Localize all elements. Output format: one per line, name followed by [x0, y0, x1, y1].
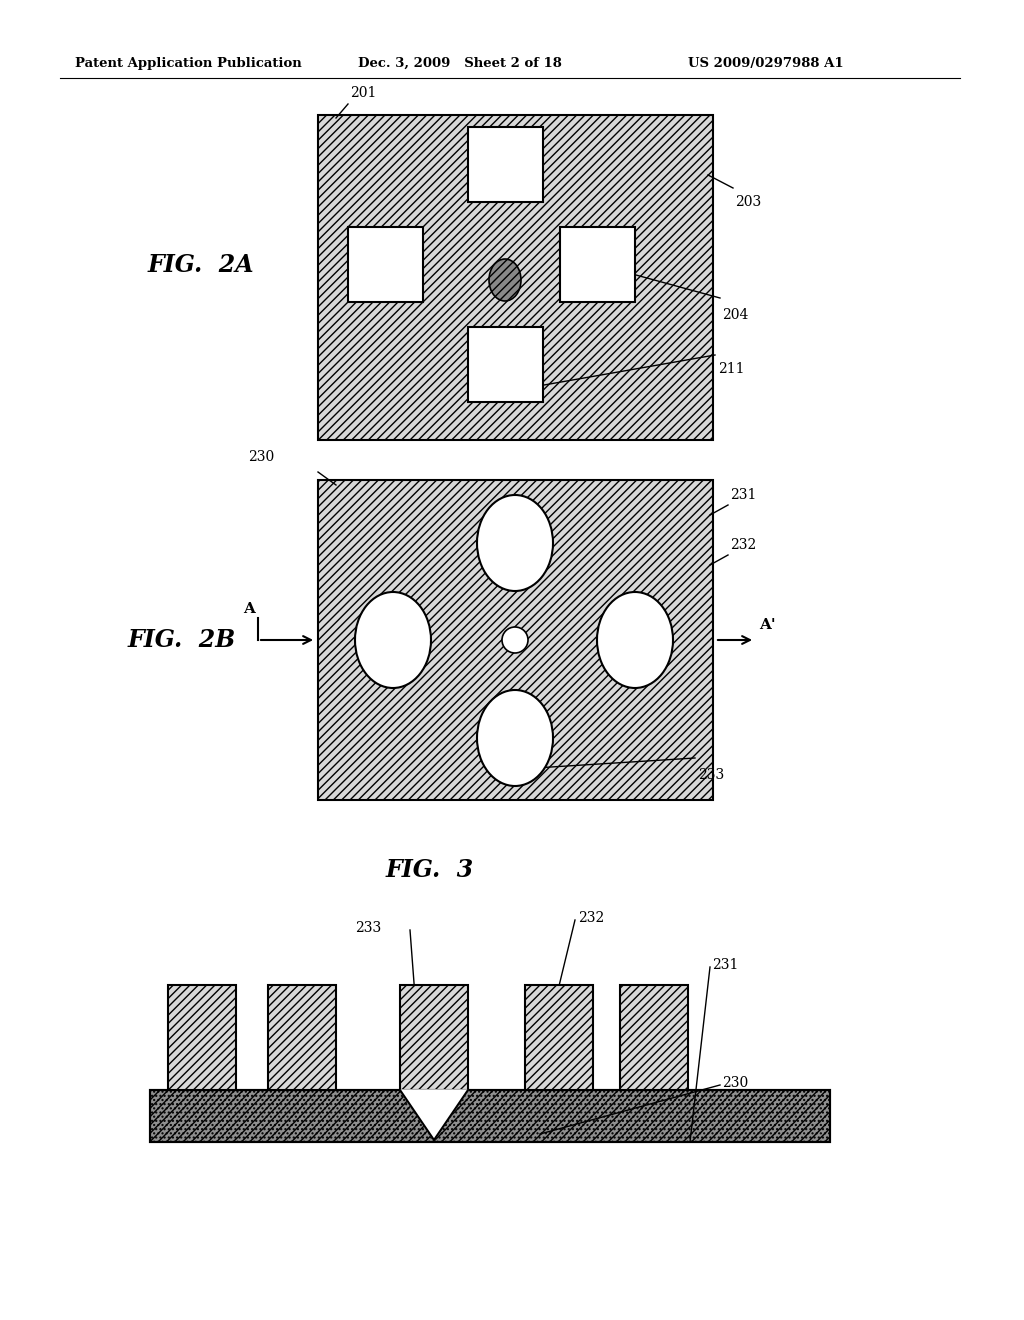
Bar [150, 1090, 830, 1142]
Ellipse shape [477, 690, 553, 785]
Polygon shape [400, 1090, 468, 1140]
Text: 230: 230 [722, 1076, 749, 1090]
Text: Dec. 3, 2009   Sheet 2 of 18: Dec. 3, 2009 Sheet 2 of 18 [358, 57, 562, 70]
Bar [268, 985, 336, 1090]
Bar [318, 115, 713, 440]
Circle shape [502, 627, 528, 653]
Text: 232: 232 [730, 539, 757, 552]
Bar [400, 985, 468, 1090]
Text: 232: 232 [578, 911, 604, 925]
Bar [318, 480, 713, 800]
Text: 203: 203 [735, 195, 761, 209]
Ellipse shape [477, 495, 553, 591]
Bar [468, 327, 543, 403]
Text: Patent Application Publication: Patent Application Publication [75, 57, 302, 70]
Bar [150, 1090, 830, 1142]
Text: A: A [243, 602, 255, 616]
Text: 231: 231 [730, 488, 757, 502]
Bar [560, 227, 635, 302]
Text: 204: 204 [722, 308, 749, 322]
Text: 201: 201 [350, 86, 377, 100]
Text: 233: 233 [355, 921, 381, 935]
Text: 230: 230 [248, 450, 274, 465]
Text: FIG.  2B: FIG. 2B [128, 628, 237, 652]
Bar [620, 985, 688, 1090]
Text: 231: 231 [712, 958, 738, 972]
Ellipse shape [489, 259, 521, 301]
Ellipse shape [597, 591, 673, 688]
Bar [525, 985, 593, 1090]
Text: FIG.  2A: FIG. 2A [148, 253, 255, 277]
Text: US 2009/0297988 A1: US 2009/0297988 A1 [688, 57, 844, 70]
Bar [348, 227, 423, 302]
Ellipse shape [355, 591, 431, 688]
Text: 233: 233 [698, 768, 724, 781]
Text: A': A' [759, 618, 775, 632]
Bar [468, 127, 543, 202]
Text: FIG.  3: FIG. 3 [386, 858, 474, 882]
Text: 211: 211 [718, 362, 744, 376]
Bar [168, 985, 236, 1090]
